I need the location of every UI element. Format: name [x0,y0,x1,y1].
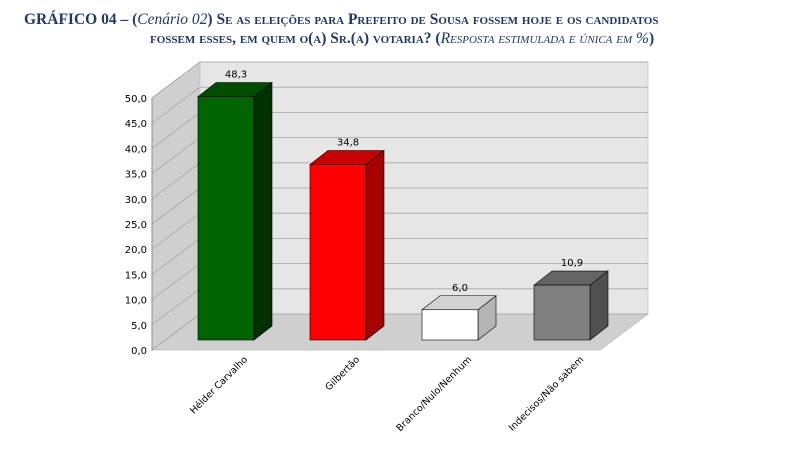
title-line-1: GRÁFICO 04 – (Cenário 02) Se as eleições… [24,10,658,29]
bar-front [197,96,255,341]
y-tick-label: 15,0 [125,270,147,281]
y-tick-label: 30,0 [125,195,147,206]
bar-front [421,309,479,341]
data-label: 48,3 [225,70,247,81]
gridline [151,86,648,124]
title-note: Resposta estimulada e única em % [440,30,649,47]
y-tick-label: 0,0 [131,346,147,357]
title-prefix: GRÁFICO 04 – ( [24,11,138,28]
x-axis: Hélder Carvalho Gilbertão Branco/Nulo/Nenh… [188,354,586,434]
bar [533,270,609,341]
title-paren-open: ( [431,30,441,47]
data-label: 6,0 [452,283,468,294]
bar [197,81,273,341]
bar-side [365,149,385,341]
x-tick-label: Gilbertão [323,354,362,393]
bar-front [533,284,591,341]
y-tick-label: 35,0 [125,170,147,181]
y-tick-label: 40,0 [125,144,147,155]
bar-side [253,81,273,341]
bar-front [309,164,367,341]
title-question-line-2: fossem esses, em quem o(a) Sr.(a) votari… [150,30,432,47]
y-tick-label: 20,0 [125,245,147,256]
data-labels: 48,3 34,8 6,0 10,9 [225,70,583,294]
y-tick-label: 25,0 [125,220,147,231]
y-axis: 0,0 5,0 10,0 15,0 20,0 25,0 30,0 35,0 40,0 45,0 50… [125,94,153,357]
bar [309,149,385,341]
title-scenario: Cenário 02 [137,11,208,28]
y-tick-label: 10,0 [125,296,147,307]
x-tick-label: Indecisos/Não sabem [507,354,586,433]
x-tick-label: Branco/Nulo/Nenhum [395,354,475,434]
data-label: 10,9 [561,258,583,269]
data-label: 34,8 [337,138,359,149]
title-question-line-1: ) Se as eleições para Prefeito de Sousa … [207,11,659,28]
title-paren-close: ) [648,30,655,47]
bar [421,295,497,341]
y-tick-label: 45,0 [125,119,147,130]
gridline [151,61,648,99]
title-line-2: fossem esses, em quem o(a) Sr.(a) votari… [150,29,654,48]
bars [197,81,609,341]
y-tick-label: 5,0 [131,321,147,332]
x-tick-label: Hélder Carvalho [188,354,250,416]
y-tick-label: 50,0 [125,94,147,105]
